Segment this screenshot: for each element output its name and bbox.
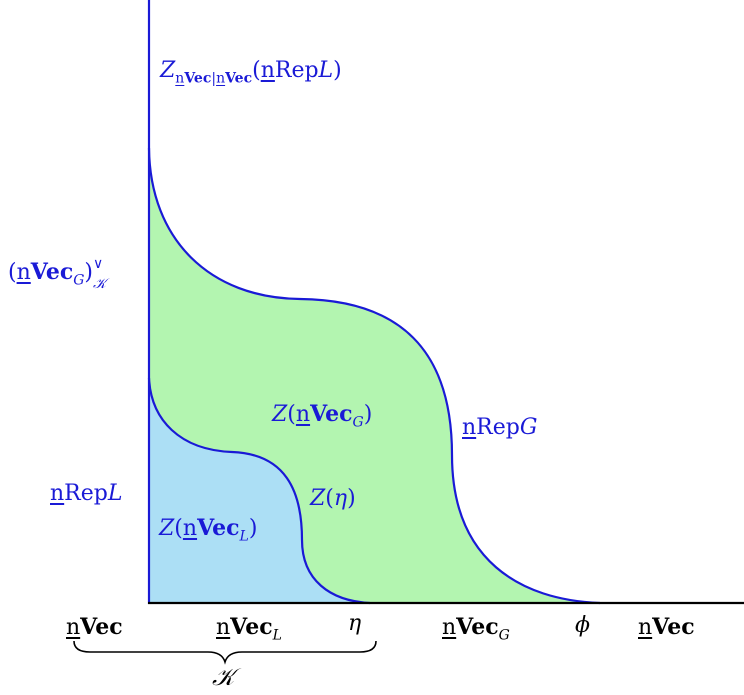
label-top-z: Z: [160, 58, 176, 83]
axis-label-nvec-left: nVec: [66, 614, 123, 640]
curve-nrepg: [147, 147, 601, 605]
axis-label-eta: η: [348, 611, 362, 636]
underbrace-k: [73, 640, 377, 665]
axis-label-nvecg: nVecG: [442, 614, 510, 644]
label-dual-nvecg-k: (nVecG) ∨ 𝒦: [8, 256, 107, 292]
axis-label-phi: ϕ: [575, 613, 590, 638]
label-drinfeld-center-top: ZnVec|nVec(nRepL): [160, 58, 342, 87]
axis-label-nvecl: nVecL: [216, 614, 282, 644]
underbrace-label-k: 𝒦: [212, 663, 235, 691]
curve-nrepl: [147, 377, 371, 605]
label-nrepl: nRepL: [50, 481, 123, 506]
region-center-nvecl: [149, 378, 370, 603]
label-z-nvecg: Z(nVecG): [272, 401, 373, 431]
label-nrepg: nRepG: [462, 415, 538, 440]
label-z-nvecl: Z(nVecL): [159, 515, 258, 545]
axis-label-nvec-right: nVec: [638, 614, 695, 640]
label-z-eta: Z(η): [310, 486, 356, 511]
